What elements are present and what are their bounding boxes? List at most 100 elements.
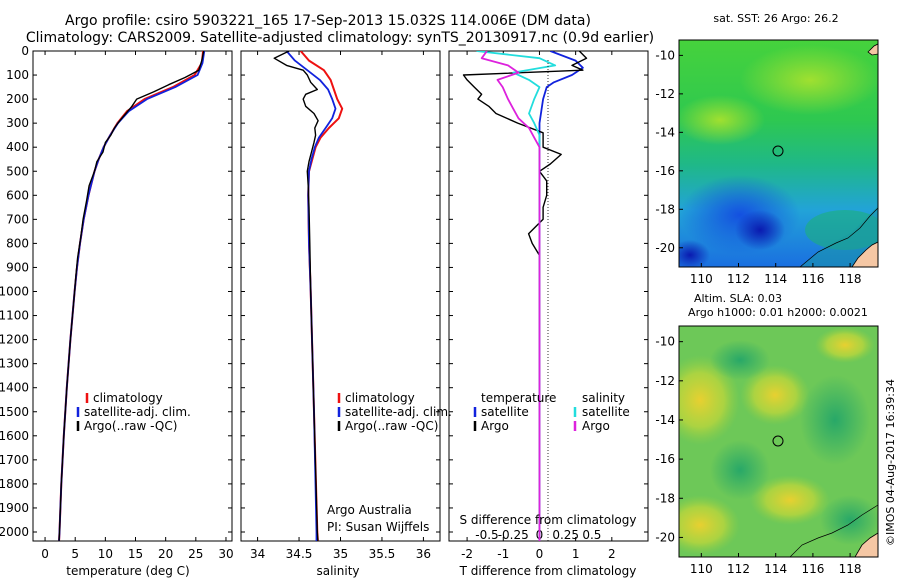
salinity-legend: climatology satellite-adj. clim. Argo(..…: [337, 391, 452, 433]
x-tick-label: 0: [536, 547, 544, 561]
map-x-tick-label: 110: [690, 272, 713, 286]
x-tick-label: 35: [333, 547, 348, 561]
map-x-tick-label: 118: [839, 562, 862, 576]
pi-label: PI: Susan Wijffels: [327, 520, 429, 534]
map-y-tick-label: -20: [655, 241, 675, 255]
x-tick-label: 30: [218, 547, 233, 561]
x-tick-label: -1: [497, 547, 509, 561]
y-tick-label: 300: [6, 116, 29, 130]
sst-map: [679, 40, 878, 267]
sst-map-frame: [678, 39, 879, 268]
map-y-tick-label: -16: [655, 164, 675, 178]
y-tick-label: 500: [6, 164, 29, 178]
x-tick-label: 2: [608, 547, 616, 561]
temperature-satellite-line: [58, 51, 206, 541]
sla-map-frame: [678, 325, 879, 558]
x-tick-label: 34.5: [286, 547, 313, 561]
x-tick-label: 20: [158, 547, 173, 561]
figure-title: Argo profile: csiro 5903221_165 17-Sep-2…: [65, 13, 591, 29]
map-y-tick-label: -16: [655, 452, 675, 466]
y-tick-label: 1100: [0, 309, 29, 323]
y-tick-label: 800: [6, 236, 29, 250]
map-x-tick-label: 118: [839, 272, 862, 286]
s-diff-satellite-line: [476, 51, 557, 541]
sla-subtitle: Argo h1000: 0.01 h2000: 0.0021: [688, 306, 868, 319]
map-x-tick-label: 114: [764, 562, 787, 576]
legend-label-s-argo: Argo: [582, 419, 610, 433]
legend-label-climatology: climatology: [345, 391, 415, 405]
sla-map: [679, 326, 878, 557]
legend-label-argo: Argo(..raw -QC): [345, 419, 438, 433]
float-position-marker: [772, 435, 784, 447]
legend-label-argo: Argo(..raw -QC): [84, 419, 177, 433]
float-position-marker: [772, 145, 784, 157]
imos-timestamp: ©IMOS 04-Aug-2017 16:39:34: [884, 379, 897, 546]
map-y-tick-label: -18: [655, 202, 675, 216]
land-mass: [854, 532, 878, 557]
x-tick-label: 34: [250, 547, 265, 561]
legend-label-satellite: satellite-adj. clim.: [84, 405, 191, 419]
y-tick-label: 700: [6, 212, 29, 226]
y-tick-label: 1900: [0, 501, 29, 515]
contour-line: [789, 504, 878, 557]
map-y-tick-label: -14: [655, 125, 675, 139]
y-tick-label: 900: [6, 260, 29, 274]
legend-label-s-satellite: satellite: [582, 405, 630, 419]
y-tick-label: 600: [6, 188, 29, 202]
land-mass: [867, 43, 878, 56]
sla-title: Altim. SLA: 0.03: [694, 292, 782, 305]
y-tick-label: 1200: [0, 333, 29, 347]
salinity-argo-line: [273, 51, 319, 541]
map-y-tick-label: -18: [655, 491, 675, 505]
s-tick-label: -0.5: [475, 528, 498, 542]
temperature-legend: climatology satellite-adj. clim. Argo(..…: [76, 391, 191, 433]
map-x-tick-label: 112: [727, 562, 750, 576]
s-tick-label: 0.5: [582, 528, 601, 542]
salinity-panel: [240, 50, 441, 542]
y-tick-label: 1300: [0, 357, 29, 371]
x-tick-label: 25: [188, 547, 203, 561]
y-tick-label: 1000: [0, 285, 29, 299]
y-tick-label: 1400: [0, 381, 29, 395]
temperature-xlabel: temperature (deg C): [66, 564, 189, 578]
map-y-tick-label: -20: [655, 530, 675, 544]
map-y-tick-label: -14: [655, 413, 675, 427]
t-diff-satellite-line: [538, 51, 584, 541]
argo-australia-label: Argo Australia: [327, 503, 412, 517]
temperature-argo-line: [58, 51, 205, 541]
y-tick-label: 2000: [0, 525, 29, 539]
temperature-panel: [32, 50, 233, 542]
legend-salinity-title: salinity: [582, 391, 625, 405]
x-tick-label: 5: [71, 547, 79, 561]
t-difference-xlabel: T difference from climatology: [459, 564, 637, 578]
y-tick-label: 1500: [0, 405, 29, 419]
s-difference-label: S difference from climatology: [460, 513, 637, 527]
map-y-tick-label: -12: [655, 87, 675, 101]
y-tick-label: 0: [21, 44, 29, 58]
salinity-xlabel: salinity: [316, 564, 359, 578]
map-x-tick-label: 112: [727, 272, 750, 286]
y-tick-label: 1600: [0, 429, 29, 443]
sst-map-title: sat. SST: 26 Argo: 26.2: [713, 12, 838, 25]
x-tick-label: 36: [416, 547, 431, 561]
land-mass: [851, 241, 878, 267]
map-x-tick-label: 114: [764, 272, 787, 286]
y-tick-label: 1800: [0, 477, 29, 491]
difference-panel: [448, 50, 649, 542]
s-tick-label: 0.25: [552, 528, 579, 542]
salinity-climatology-line: [299, 51, 344, 541]
map-y-tick-label: -12: [655, 374, 675, 388]
y-tick-label: 1700: [0, 453, 29, 467]
contour-line: [799, 207, 878, 267]
legend-label-satellite: satellite-adj. clim.: [345, 405, 452, 419]
x-tick-label: 0: [41, 547, 49, 561]
y-tick-label: 200: [6, 92, 29, 106]
figure-subtitle: Climatology: CARS2009. Satellite-adjuste…: [26, 30, 654, 46]
legend-label-t-satellite: satellite: [481, 405, 529, 419]
y-tick-label: 100: [6, 68, 29, 82]
x-tick-label: -2: [461, 547, 473, 561]
legend-label-t-argo: Argo: [481, 419, 509, 433]
x-tick-label: 15: [128, 547, 143, 561]
x-tick-label: 35.5: [369, 547, 396, 561]
